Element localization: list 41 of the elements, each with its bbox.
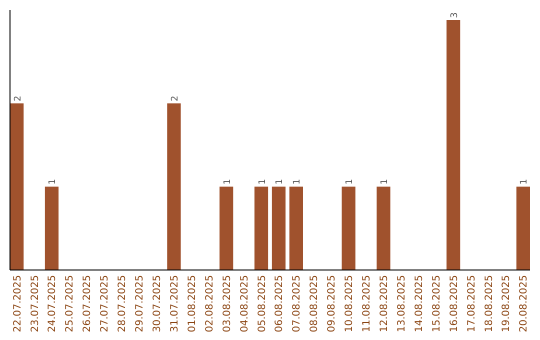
x-tick-label: 18.08.2025 <box>484 275 495 332</box>
x-tick-label: 05.08.2025 <box>256 275 268 332</box>
x-tick-label: 19.08.2025 <box>501 275 512 332</box>
x-tick-label: 12.08.2025 <box>379 275 390 332</box>
x-tick-label: 17.08.2025 <box>466 275 478 332</box>
data-label: 3 <box>450 12 460 18</box>
x-tick-label: 27.07.2025 <box>100 275 111 332</box>
data-label: 1 <box>258 178 268 185</box>
data-label: 1 <box>520 178 530 185</box>
x-tick-label: 20.08.2025 <box>518 275 530 332</box>
x-tick-label: 26.07.2025 <box>82 275 94 332</box>
x-tick-label: 29.07.2025 <box>134 275 146 332</box>
x-tick-label: 28.07.2025 <box>117 275 128 332</box>
x-tick-label: 22.07.2025 <box>12 275 24 332</box>
data-label: 2 <box>170 96 180 102</box>
data-label: 2 <box>13 96 24 102</box>
x-tick-label: 02.08.2025 <box>204 275 216 332</box>
x-tick-label: 04.08.2025 <box>239 275 250 332</box>
x-tick-label: 31.07.2025 <box>169 275 180 332</box>
data-label: 1 <box>275 178 286 185</box>
data-label: 1 <box>345 178 356 185</box>
x-tick-label: 30.07.2025 <box>152 275 163 332</box>
x-tick-label: 13.08.2025 <box>396 275 408 332</box>
x-tick-label: 03.08.2025 <box>222 275 233 332</box>
x-tick-label: 15.08.2025 <box>431 275 442 332</box>
x-tick-label: 23.07.2025 <box>30 275 41 332</box>
x-tick-label: 08.08.2025 <box>309 275 320 332</box>
x-tick-label: 24.07.2025 <box>47 275 58 332</box>
data-label: 1 <box>48 178 58 185</box>
x-tick-label: 09.08.2025 <box>326 275 338 332</box>
x-tick-label: 01.08.2025 <box>186 275 198 332</box>
x-tick-label: 06.08.2025 <box>274 275 286 332</box>
x-tick-label: 07.08.2025 <box>292 275 303 332</box>
data-label: 1 <box>222 178 233 185</box>
x-tick-label: 25.07.2025 <box>64 275 76 332</box>
x-tick-label: 11.08.2025 <box>362 275 373 332</box>
x-tick-label: 10.08.2025 <box>344 275 356 332</box>
x-tick-label: 14.08.2025 <box>414 275 425 332</box>
x-tick-label: 16.08.2025 <box>448 275 460 332</box>
data-label: 1 <box>292 178 303 185</box>
data-label: 1 <box>380 178 390 185</box>
